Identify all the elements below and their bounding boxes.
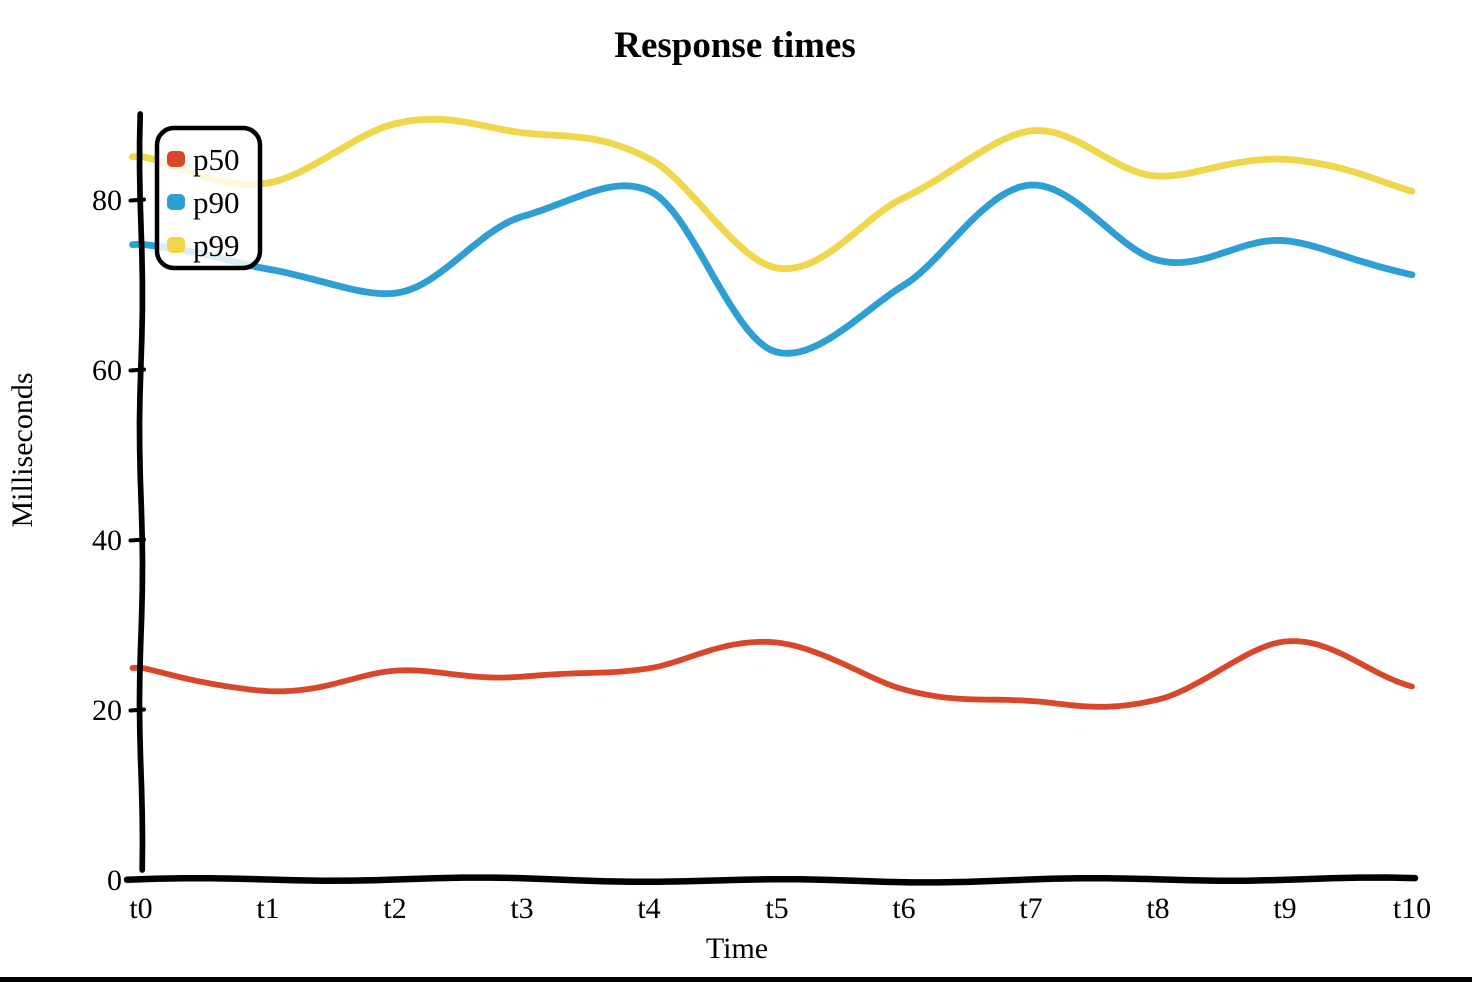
y-axis-title: Milliseconds [6,373,39,528]
legend: p50 p90 p99 [154,125,263,271]
legend-item-p50: p50 [167,142,240,177]
chart-title: Response times [614,25,856,66]
x-tick-label: t3 [510,892,533,925]
legend-label-p99: p99 [193,228,240,263]
series-line-p90 [129,181,1416,357]
y-tick-label: 0 [107,864,122,897]
legend-swatch-p90 [167,194,185,210]
y-axis-line [136,111,146,873]
legend-swatch-p50 [167,151,185,167]
y-axis-tick [128,367,146,373]
legend-label-p90: p90 [193,185,240,220]
x-tick-label: t5 [765,892,788,925]
x-tick-label: t8 [1146,892,1169,925]
x-tick-label: t4 [637,892,660,925]
y-axis-tick [128,537,146,543]
x-tick-label: t6 [892,892,915,925]
plot-axes [123,111,1419,886]
y-axis-tick [128,197,146,203]
legend-item-p99: p99 [167,228,240,263]
y-tick-label: 80 [92,184,122,217]
plot-lines [129,115,1416,710]
series-line-p50 [129,638,1415,710]
y-tick-label: 20 [92,694,122,727]
y-tick-label: 60 [92,354,122,387]
legend-label-p50: p50 [193,142,240,177]
x-tick-label: t7 [1019,892,1042,925]
x-tick-label: t9 [1273,892,1296,925]
x-tick-label: t10 [1393,892,1431,925]
x-axis-line [123,874,1419,886]
x-tick-label: t1 [256,892,279,925]
x-axis-tick-labels: t0 t1 t2 t3 t4 t5 t6 t7 t8 t9 t10 [129,892,1431,925]
legend-swatch-p99 [167,237,185,253]
series-line-p99 [129,115,1416,272]
y-tick-label: 40 [92,524,122,557]
legend-item-p90: p90 [167,185,240,220]
y-axis-tick-labels: 0 20 40 60 80 [92,184,122,897]
y-axis-tick [128,707,146,713]
bottom-border-line [0,977,1472,982]
x-tick-label: t0 [129,892,152,925]
x-tick-label: t2 [383,892,406,925]
x-axis-title: Time [706,932,768,965]
